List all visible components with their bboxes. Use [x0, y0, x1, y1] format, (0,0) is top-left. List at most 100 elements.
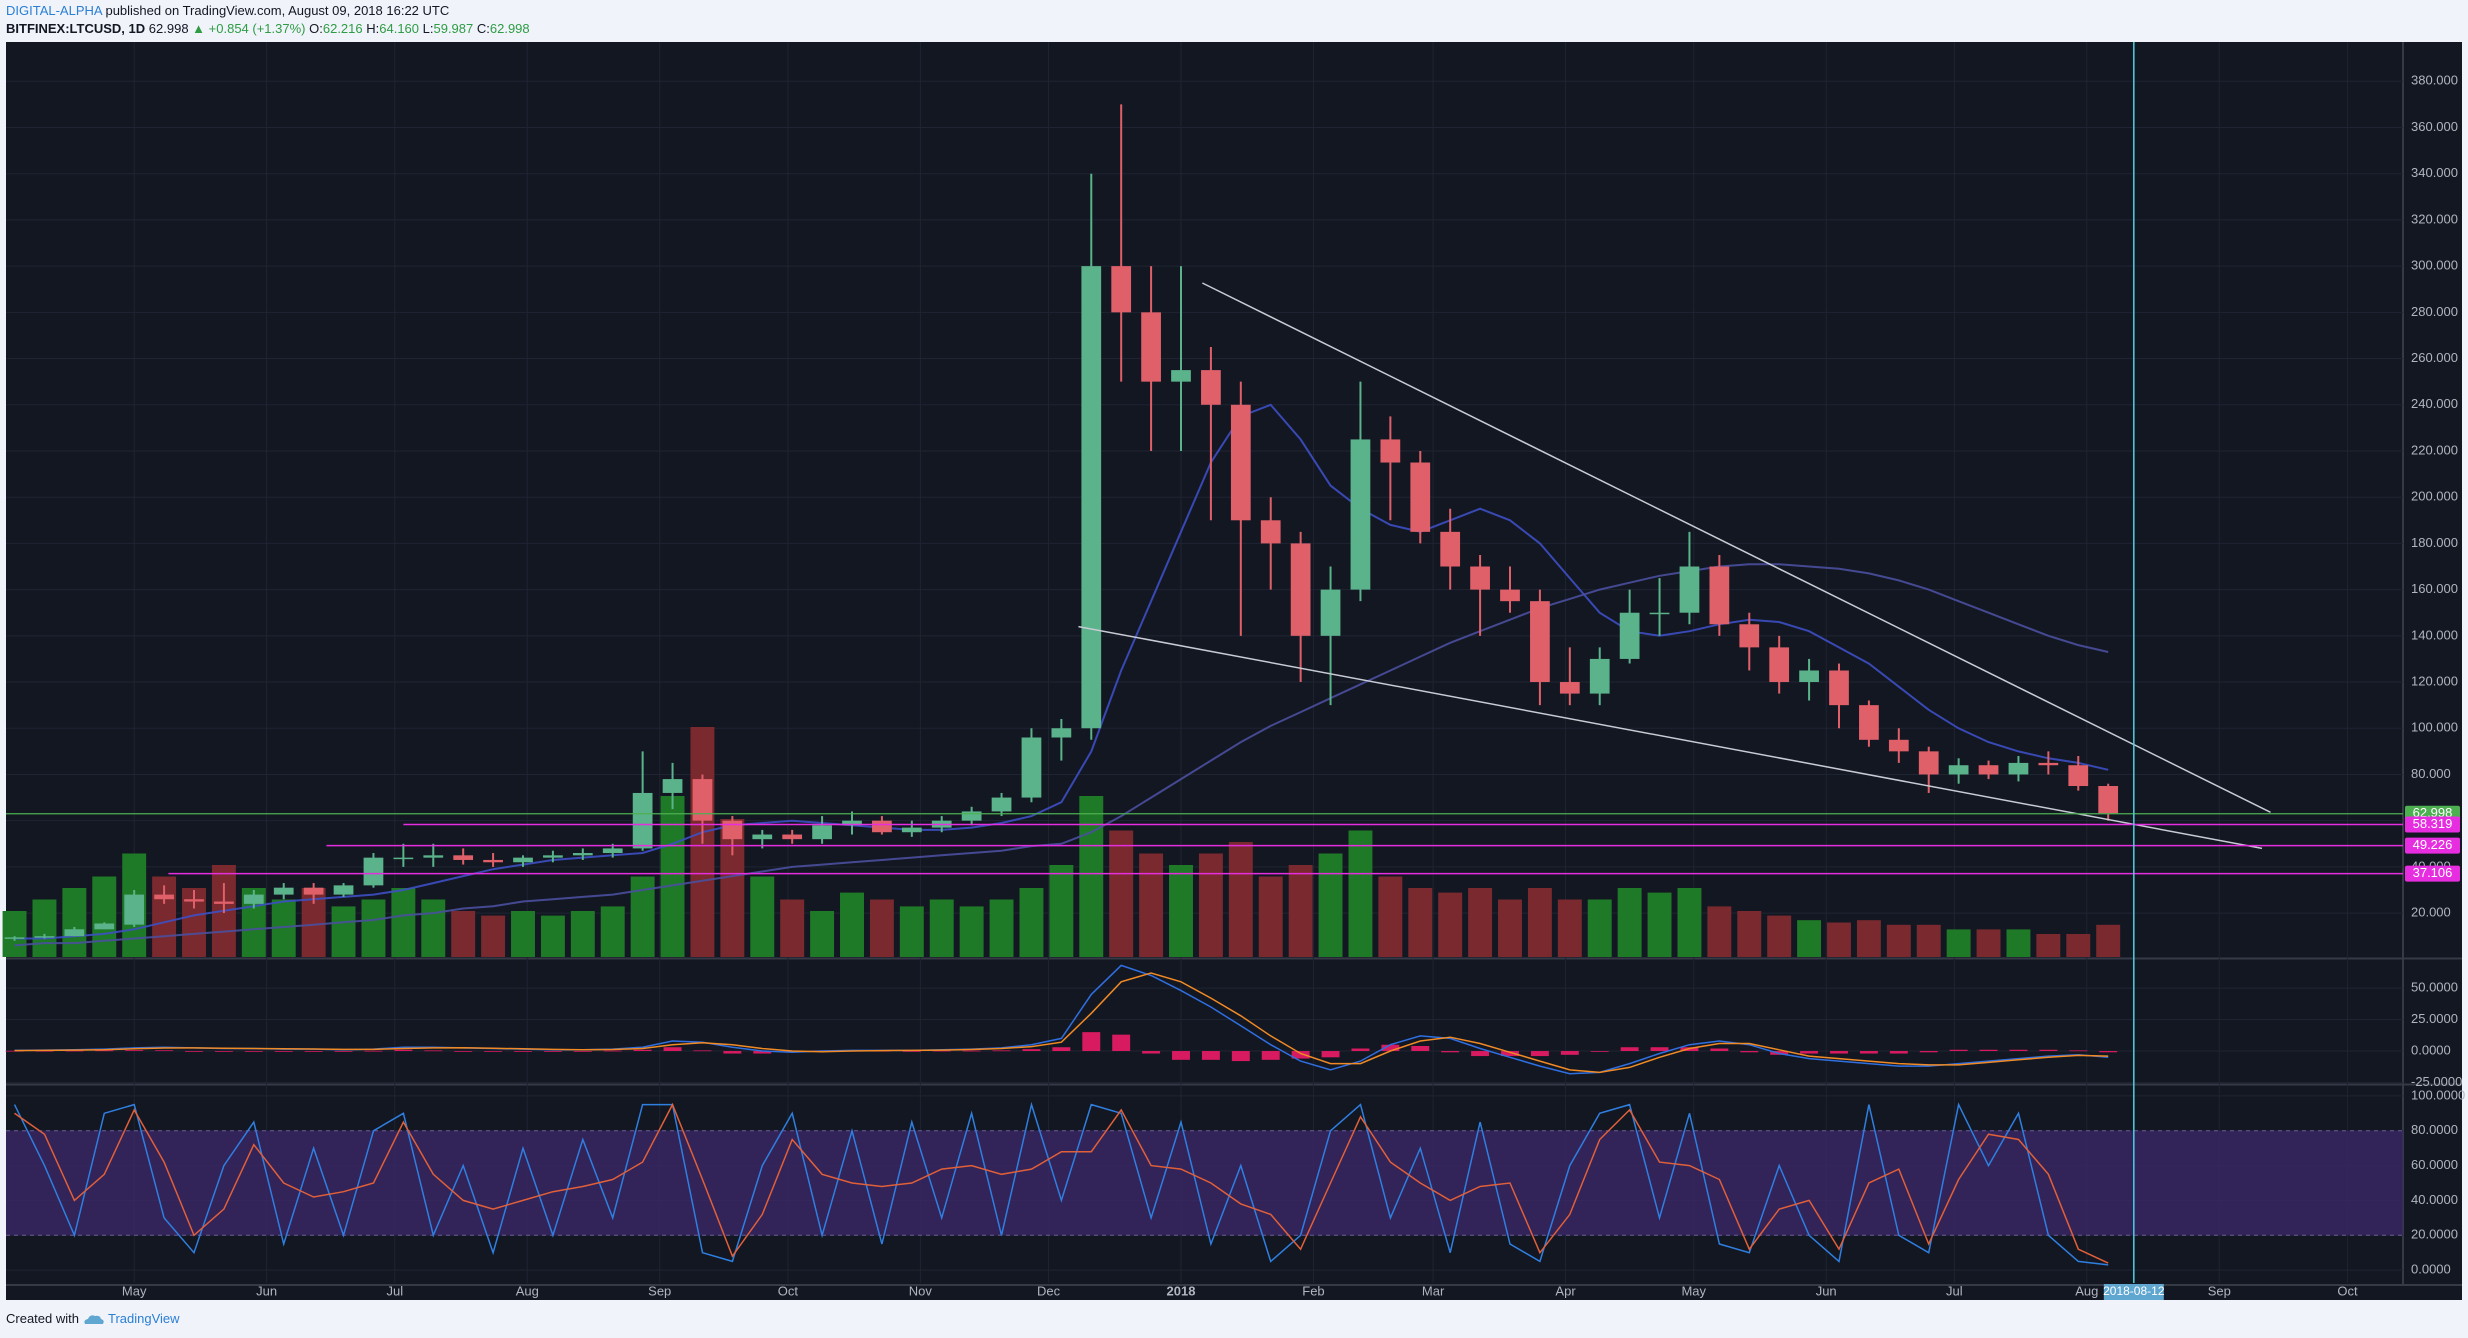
candle-body — [1201, 370, 1221, 405]
volume-bar — [511, 911, 535, 957]
volume-bar — [361, 899, 386, 957]
macd-histogram — [274, 1051, 293, 1052]
volume-bar — [989, 899, 1014, 957]
stoch-k — [13, 1101, 2109, 1266]
x-tick-label: Mar — [1422, 1283, 1445, 1298]
macd-histogram — [1351, 1048, 1370, 1052]
candle-body — [333, 885, 354, 895]
footer-text: Created with — [6, 1311, 79, 1326]
candle-body — [64, 929, 85, 937]
price-tag — [2405, 837, 2460, 854]
volume-bar — [1079, 796, 1104, 957]
y-tick-label: 25.0000 — [2411, 1011, 2458, 1026]
macd-histogram — [125, 1050, 144, 1052]
volume-bar — [1498, 899, 1522, 957]
volume-bar — [1198, 853, 1223, 957]
change: ▲ +0.854 (+1.37%) — [192, 21, 306, 36]
macd-histogram — [1052, 1047, 1071, 1052]
candle-body — [1859, 705, 1879, 740]
x-tick-label: Oct — [2337, 1283, 2358, 1298]
volume-bar — [1767, 915, 1792, 957]
y-tick-label: 280.000 — [2411, 304, 2458, 319]
macd-histogram — [1590, 1051, 1609, 1052]
volume-bar — [1228, 842, 1253, 957]
candle-body — [1171, 370, 1191, 382]
volume-bar — [2036, 934, 2061, 957]
macd-histogram — [663, 1047, 682, 1052]
candle-body — [602, 848, 623, 854]
volume-bar — [421, 899, 446, 957]
author[interactable]: DIGITAL-ALPHA — [6, 3, 102, 18]
candle-body — [1799, 670, 1819, 683]
trendline — [1202, 282, 2271, 814]
macd-histogram — [185, 1051, 203, 1052]
brand-logo — [84, 1314, 104, 1324]
volume-bar — [570, 911, 595, 957]
volume-bar — [810, 911, 835, 957]
x-tick-label: Dec — [1037, 1283, 1061, 1298]
moving-average — [14, 563, 2109, 947]
volume-bar — [2066, 934, 2091, 957]
candle-body — [1978, 765, 1999, 775]
candle-body — [1649, 612, 1670, 615]
macd-histogram — [1650, 1047, 1669, 1052]
candle-body — [632, 792, 653, 849]
y-tick-label: 80.0000 — [2411, 1122, 2458, 1137]
x-tick-label: Apr — [1555, 1283, 1576, 1298]
macd-histogram — [1979, 1049, 1998, 1052]
candle-body — [513, 857, 533, 863]
volume-bar — [720, 819, 745, 957]
x-tick-label: Sep — [2208, 1283, 2231, 1298]
volume-bar — [929, 899, 954, 957]
macd-histogram — [1949, 1049, 1968, 1052]
candle-body — [303, 887, 324, 895]
x-tick-label: May — [122, 1283, 147, 1298]
x-tick-label: Jun — [1816, 1283, 1837, 1298]
macd-histogram — [214, 1051, 233, 1052]
volume-bar — [271, 899, 296, 957]
macd-histogram — [1710, 1048, 1729, 1052]
macd-histogram — [1800, 1051, 1819, 1054]
candle-body — [1260, 520, 1281, 544]
candle-body — [1948, 765, 1969, 775]
volume-bar — [2, 911, 27, 957]
volume-bar — [1797, 920, 1822, 957]
candle-body — [1081, 266, 1102, 729]
volume-bar — [1139, 853, 1164, 957]
y-tick-label: 240.000 — [2411, 396, 2458, 411]
macd-histogram — [962, 1050, 981, 1052]
candle-body — [1111, 266, 1132, 313]
candle-body — [1918, 751, 1939, 775]
candle-body — [1500, 589, 1520, 602]
macd-histogram — [753, 1051, 772, 1054]
y-tick-label: 140.000 — [2411, 627, 2458, 642]
brand[interactable]: TradingView — [108, 1311, 180, 1326]
candle-body — [1021, 737, 1042, 798]
ohlc-label: C: — [476, 21, 490, 36]
cursor-date: 2018-08-12 — [2103, 1284, 2165, 1298]
macd-histogram — [573, 1051, 592, 1052]
candle-body — [1350, 439, 1371, 590]
macd-histogram — [1261, 1051, 1280, 1060]
macd-histogram — [1112, 1034, 1131, 1052]
volume-bar — [1707, 906, 1732, 957]
volume-bar — [1408, 888, 1433, 957]
macd-histogram — [95, 1050, 114, 1052]
macd-histogram — [1740, 1051, 1759, 1053]
candle-body — [752, 834, 773, 840]
candle-body — [961, 811, 982, 821]
macd-histogram — [2069, 1050, 2088, 1052]
candle-body — [1739, 624, 1760, 648]
volume-bar — [391, 888, 416, 957]
candle-body — [872, 820, 892, 833]
y-tick-label: 260.000 — [2411, 350, 2458, 365]
volume-bar — [1318, 853, 1343, 957]
volume-bar — [1677, 888, 1702, 957]
macd-histogram — [1830, 1051, 1848, 1054]
candle-body — [483, 859, 503, 863]
macd-histogram — [1142, 1051, 1161, 1054]
price-tag-label: 58.319 — [2413, 816, 2453, 831]
macd-histogram — [2009, 1049, 2028, 1052]
y-tick-label: 180.000 — [2411, 535, 2458, 550]
